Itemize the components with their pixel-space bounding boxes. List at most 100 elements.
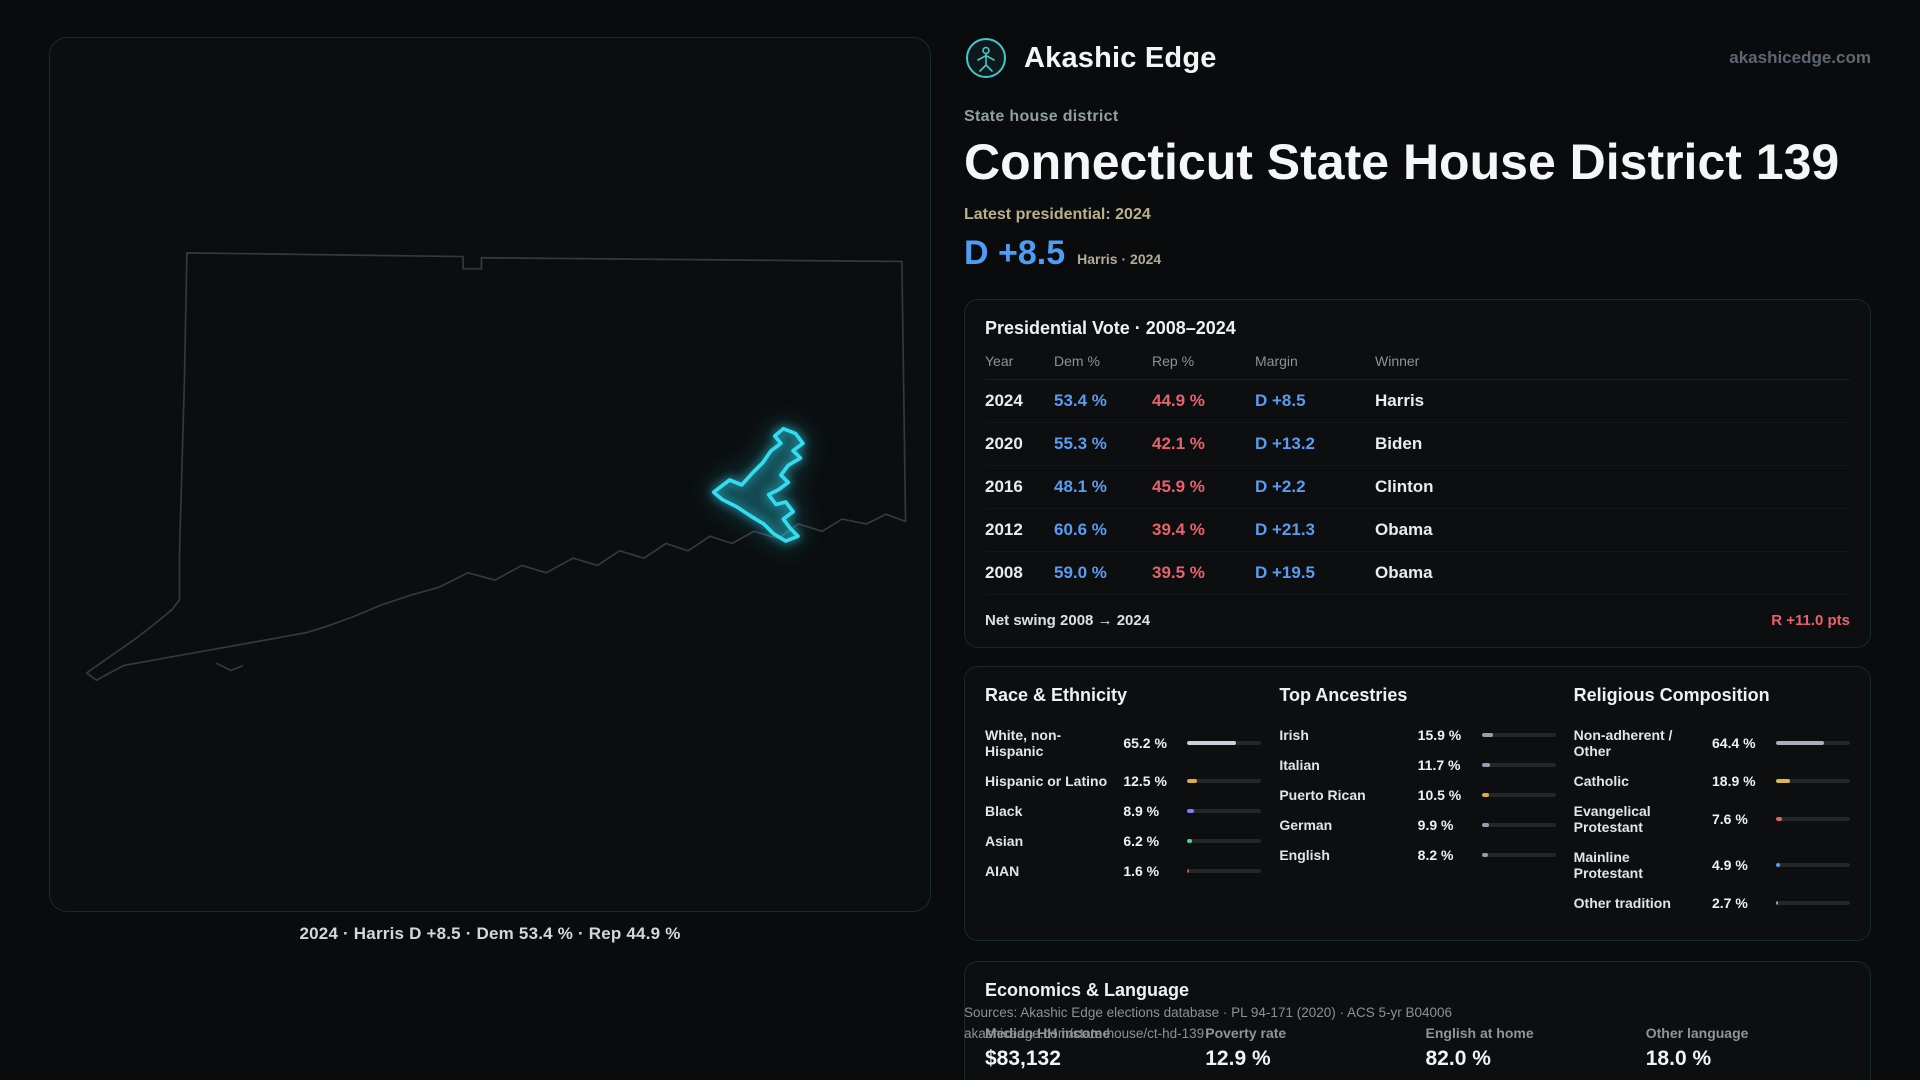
ancestry-column: Top Ancestries Irish 15.9 % Italian 11.7…	[1279, 684, 1556, 919]
demo-bar-fill	[1187, 778, 1197, 783]
demo-row: German 9.9 %	[1279, 810, 1556, 840]
demo-label: AIAN	[985, 862, 1020, 879]
demo-value: 1.6 %	[1123, 863, 1160, 880]
net-swing-row: Net swing 2008 → 2024 R +11.0 pts	[985, 598, 1850, 629]
net-swing-label: Net swing 2008 → 2024	[985, 611, 1151, 629]
demo-label: English	[1279, 846, 1330, 863]
stat-value: 18.0 %	[1645, 1047, 1712, 1071]
demo-label: Irish	[1279, 726, 1309, 743]
demo-row: Other tradition 2.7 %	[1574, 888, 1850, 918]
religion-title: Religious Composition	[1573, 684, 1770, 705]
stat-label: Other language	[1645, 1025, 1749, 1042]
stat: Median HH income $83,132	[985, 1025, 1189, 1071]
cell-winner: Obama	[1375, 562, 1433, 582]
stat: Other language 18.0 %	[1646, 1025, 1850, 1071]
col-margin: Margin	[1255, 352, 1298, 369]
demo-label: German	[1279, 816, 1333, 833]
col-rep: Rep %	[1152, 352, 1195, 369]
stat-label: Median HH income	[985, 1025, 1111, 1042]
demo-value: 15.9 %	[1417, 726, 1462, 743]
demo-row: Black 8.9 %	[985, 796, 1262, 826]
demo-bar	[1481, 762, 1556, 767]
demo-bar	[1187, 808, 1262, 813]
demo-row: English 8.2 %	[1279, 840, 1556, 870]
stat: English at home 82.0 %	[1426, 1025, 1630, 1071]
brand-domain-link[interactable]: akashicedge.com	[1729, 48, 1871, 67]
stat-value: $83,132	[985, 1047, 1061, 1071]
header: Akashic Edge akashicedge.com	[964, 0, 1871, 80]
cell-margin: D +19.5	[1255, 562, 1316, 582]
table-header: Year Dem % Rep % Margin Winner	[985, 353, 1850, 380]
cell-rep: 44.9 %	[1152, 390, 1205, 410]
headline-margin: D +8.5	[964, 233, 1066, 272]
sources-line: Sources: Akashic Edge elections database…	[964, 1005, 1453, 1020]
demo-value: 8.2 %	[1417, 846, 1454, 863]
demo-label: Puerto Rican	[1279, 786, 1366, 803]
race-list: White, non-Hispanic 65.2 % Hispanic or L…	[985, 720, 1262, 887]
demo-row: Italian 11.7 %	[1279, 750, 1556, 780]
table-row: 2012 60.6 % 39.4 % D +21.3 Obama	[985, 509, 1850, 552]
presidential-vote-card: Presidential Vote · 2008–2024 Year Dem %…	[964, 298, 1871, 648]
demo-value: 64.4 %	[1712, 734, 1756, 751]
cell-dem: 53.4 %	[1054, 390, 1107, 410]
district-139-shape[interactable]	[711, 426, 805, 543]
demo-value: 4.9 %	[1712, 857, 1748, 874]
right-column: Akashic Edge akashicedge.com State house…	[964, 0, 1871, 1080]
cell-dem: 48.1 %	[1054, 476, 1107, 496]
demo-row: White, non-Hispanic 65.2 %	[985, 720, 1262, 766]
table-row: 2008 59.0 % 39.5 % D +19.5 Obama	[985, 552, 1850, 595]
sources-url-link[interactable]: akashicedge.com/state-house/ct-hd-139	[964, 1026, 1205, 1041]
race-title: Race & Ethnicity	[985, 684, 1128, 705]
brand-logo-icon	[964, 36, 1008, 80]
demo-label: White, non-Hispanic	[985, 726, 1062, 759]
demo-bar-fill	[1776, 901, 1778, 906]
connecticut-outline	[85, 252, 907, 682]
ancestry-list: Irish 15.9 % Italian 11.7 % Puerto Rican…	[1279, 720, 1556, 870]
demo-value: 7.6 %	[1712, 810, 1748, 827]
demo-bar	[1776, 863, 1850, 868]
demo-label: Italian	[1279, 756, 1320, 773]
demo-bar	[1481, 822, 1556, 827]
religion-list: Non-adherent / Other 64.4 % Catholic 18.…	[1574, 720, 1850, 919]
demo-row: AIAN 1.6 %	[985, 856, 1262, 886]
table-row: 2024 53.4 % 44.9 % D +8.5 Harris	[985, 380, 1850, 423]
demo-value: 11.7 %	[1417, 756, 1461, 773]
demo-row: Hispanic or Latino 12.5 %	[985, 766, 1262, 796]
page-title: Connecticut State House District 139	[964, 134, 1840, 190]
demo-bar	[1481, 852, 1556, 857]
demo-value: 6.2 %	[1123, 832, 1160, 849]
demo-label: Hispanic or Latino	[985, 772, 1108, 789]
cell-rep: 42.1 %	[1152, 433, 1205, 453]
demo-label: Non-adherent / Other	[1573, 726, 1673, 759]
demo-bar-fill	[1776, 740, 1824, 745]
col-dem: Dem %	[1054, 352, 1100, 369]
sources-footer: Sources: Akashic Edge elections database…	[964, 1002, 1452, 1044]
presidential-card-title: Presidential Vote · 2008–2024	[985, 317, 1236, 338]
demo-value: 8.9 %	[1123, 802, 1160, 819]
cell-year: 2008	[985, 562, 1023, 582]
demo-row: Non-adherent / Other 64.4 %	[1574, 720, 1850, 766]
headline: D +8.5 Harris · 2024	[964, 234, 1871, 273]
economics-card: Economics & Language Median HH income $8…	[964, 961, 1871, 1080]
cell-margin: D +2.2	[1255, 476, 1306, 496]
demo-value: 18.9 %	[1712, 772, 1756, 789]
cell-rep: 45.9 %	[1152, 476, 1205, 496]
demo-bar	[1776, 778, 1850, 783]
map-svg	[85, 252, 907, 682]
demo-row: Mainline Protestant 4.9 %	[1574, 842, 1850, 888]
cell-winner: Obama	[1375, 519, 1433, 539]
demo-bar	[1187, 740, 1262, 745]
shoreline-fragment	[215, 662, 244, 672]
ancestry-title: Top Ancestries	[1279, 684, 1408, 705]
demo-row: Irish 15.9 %	[1279, 720, 1556, 750]
demo-bar	[1776, 816, 1850, 821]
cell-winner: Biden	[1375, 433, 1423, 453]
col-winner: Winner	[1375, 352, 1420, 369]
demo-label: Black	[985, 802, 1023, 819]
cell-rep: 39.5 %	[1152, 562, 1205, 582]
demo-label: Mainline Protestant	[1573, 848, 1643, 882]
demo-bar	[1481, 792, 1556, 797]
presidential-rows: 2024 53.4 % 44.9 % D +8.5 Harris 2020 55…	[985, 380, 1850, 595]
demo-value: 65.2 %	[1123, 734, 1167, 751]
